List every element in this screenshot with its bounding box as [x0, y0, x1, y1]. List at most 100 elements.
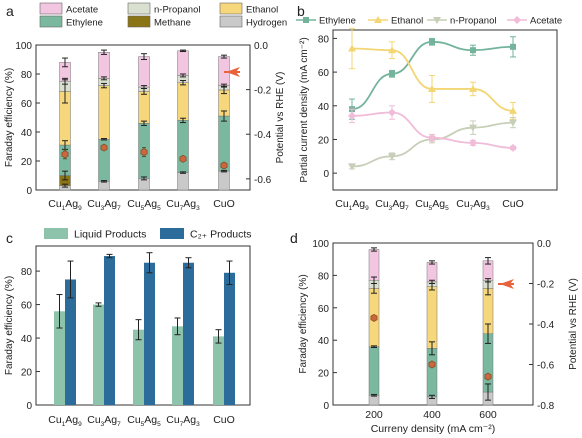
point-marker [469, 138, 477, 147]
stacked-bar-segment [368, 249, 380, 281]
x-tick-label: Cu1​Ag9​ [48, 414, 82, 428]
y-tick-label: 20 [318, 369, 330, 380]
stacked-bar-segment [368, 395, 380, 406]
bar [172, 326, 183, 405]
x-tick-label: Cu5​Ag5​ [127, 414, 161, 428]
panel-b: b Ethylene Ethanol n-Propanol Acetate 0 20 40 60… [296, 3, 562, 212]
panel-letter: a [6, 3, 14, 19]
label-part: CuO [213, 414, 235, 426]
y2-tick-label: 0.0 [537, 239, 551, 250]
stacked-bar-segment [368, 346, 380, 396]
panel-c: c Liquid Products C₂₊ Products 0 20 40 60 80 Far… [4, 228, 252, 428]
legend-label: Hydrogen [246, 18, 287, 29]
subscript: 9 [78, 205, 82, 212]
legend-label: Ethanol [391, 16, 423, 27]
legend-swatch [39, 15, 63, 28]
subscript: 3 [101, 205, 105, 212]
label-part: Cu [415, 198, 429, 210]
label-part: Ag [352, 198, 365, 210]
subscript: 5 [445, 205, 449, 212]
stacked-bar-segment [177, 172, 189, 191]
y2-axis-label: Potential vs RHE (V) [275, 72, 286, 164]
potential-marker [428, 360, 436, 369]
subscript: 9 [78, 421, 82, 428]
legend-swatch [44, 228, 68, 239]
y-tick-label: 40 [318, 102, 330, 113]
y-tick-label: 20 [21, 157, 33, 168]
label-part: Cu [48, 414, 62, 426]
potential-marker [370, 313, 378, 322]
subscript: 5 [141, 205, 145, 212]
label-part: Ag [144, 414, 157, 426]
point-marker [303, 17, 309, 23]
y2-tick-label: -0.4 [537, 320, 555, 331]
y-tick-label: 80 [21, 267, 33, 278]
point-marker [348, 163, 356, 171]
potential-marker [179, 154, 187, 163]
point-marker [348, 111, 356, 120]
legend-swatch [219, 2, 243, 15]
point-marker [389, 70, 395, 77]
label-part: Ag [473, 198, 486, 210]
subscript: 9 [365, 205, 369, 212]
bar [93, 304, 104, 405]
point-marker [388, 46, 396, 54]
subscript: 3 [196, 205, 200, 212]
stacked-bar-segment [177, 120, 189, 173]
y2-tick-label: -0.2 [254, 86, 272, 97]
label-part: Cu [127, 414, 141, 426]
potential-marker [484, 372, 492, 381]
stacked-bar-segment [426, 286, 438, 349]
label-part: Ag [432, 198, 445, 210]
potential-marker [220, 161, 228, 170]
panel-d: d 0 20 40 60 80 100 0.0 -0.2 -0.4 -0.6 -0.8 Faraday … [290, 230, 579, 435]
y-tick-label: 100 [15, 41, 32, 52]
legend-swatch [39, 2, 63, 15]
bar [183, 262, 194, 405]
legend-label: Ethylene [319, 16, 356, 27]
y-tick-label: 60 [318, 304, 330, 315]
point-marker [469, 84, 477, 92]
subscript: 3 [486, 205, 490, 212]
bar [144, 262, 155, 405]
stacked-bar-segment [138, 91, 150, 124]
subscript: 3 [101, 421, 105, 428]
legend-label: Acetate [530, 16, 562, 27]
point-marker [509, 143, 517, 152]
legend-label: Methane [154, 18, 191, 29]
panel-letter: c [6, 230, 13, 246]
legend-label: Acetate [66, 5, 98, 16]
x-tick-label: 400 [423, 409, 441, 421]
x-tick-label: 200 [365, 409, 383, 421]
y-tick-label: 60 [21, 301, 33, 312]
stacked-bar-segment [426, 348, 438, 398]
panel-letter: b [297, 3, 305, 19]
label-part: Cu [456, 198, 470, 210]
stacked-bar-segment [218, 170, 230, 191]
stacked-bar-segment [177, 50, 189, 76]
point-marker [513, 16, 521, 24]
legend-label: n-Propanol [154, 5, 200, 16]
legend-label: Ethanol [246, 5, 278, 16]
legend-swatch [127, 15, 151, 28]
point-marker [509, 106, 517, 114]
y-tick-label: 20 [21, 368, 33, 379]
label-part: Cu [48, 198, 62, 210]
y2-tick-label: 0.0 [254, 41, 268, 52]
label-part: Cu [335, 198, 349, 210]
bar [224, 272, 235, 405]
bar [54, 311, 65, 405]
point-marker [388, 153, 396, 161]
stacked-bar-segment [98, 181, 110, 191]
stacked-bar-segment [98, 85, 110, 140]
y-tick-label: 80 [21, 70, 33, 81]
label-part: Cu [127, 198, 141, 210]
stacked-bar-segment [177, 82, 189, 121]
point-marker [469, 124, 477, 132]
label-part: Ag [65, 414, 78, 426]
bar [104, 256, 115, 405]
legend-swatch [127, 2, 151, 15]
y2-axis-label: Potential vs RHE (V) [568, 278, 579, 370]
x-tick-label: CuO [213, 198, 235, 210]
y2-tick-label: -0.4 [254, 130, 272, 141]
